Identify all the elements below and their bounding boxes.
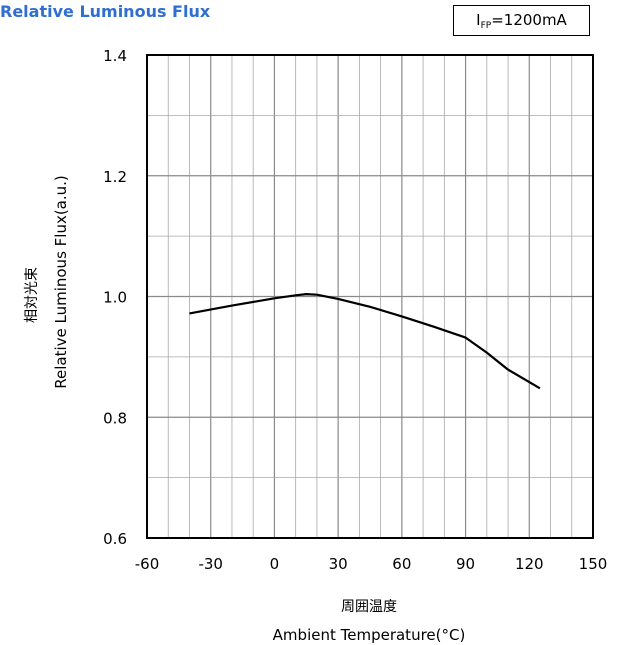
y-tick-label: 1.4	[103, 47, 127, 65]
x-tick-label: 120	[515, 555, 544, 573]
x-axis-label: Ambient Temperature(°C)	[273, 626, 466, 644]
y-tick-label: 1.2	[103, 168, 127, 186]
y-tick-label: 0.6	[103, 530, 127, 548]
x-tick-label: -60	[135, 555, 160, 573]
condition-subscript: FP	[480, 21, 492, 31]
x-tick-label: 30	[329, 555, 348, 573]
x-tick-label: 60	[392, 555, 411, 573]
y-axis-label: Relative Luminous Flux(a.u.)	[52, 175, 70, 389]
condition-value: =1200mA	[491, 11, 567, 29]
chart-title: Relative Luminous Flux	[0, 2, 211, 21]
y-tick-label: 0.8	[103, 409, 127, 427]
y-tick-labels: 0.6 0.8 1.0 1.2 1.4	[103, 47, 127, 548]
grid	[147, 55, 593, 538]
x-tick-label: 90	[456, 555, 475, 573]
x-axis-label-jp: 周囲温度	[341, 599, 397, 615]
series-group	[189, 293, 541, 390]
x-tick-label: -30	[198, 555, 223, 573]
y-axis-label-jp: 相対光束	[24, 267, 40, 323]
x-tick-label: 0	[270, 555, 280, 573]
series-line	[189, 293, 541, 390]
condition-symbol: I	[476, 11, 481, 29]
y-tick-label: 1.0	[103, 289, 127, 307]
plot-frame	[146, 54, 594, 539]
x-tick-label: 150	[579, 555, 608, 573]
condition-box: IFP=1200mA	[453, 5, 590, 36]
x-tick-labels: -60 -30 0 30 60 90 120 150	[135, 555, 608, 573]
